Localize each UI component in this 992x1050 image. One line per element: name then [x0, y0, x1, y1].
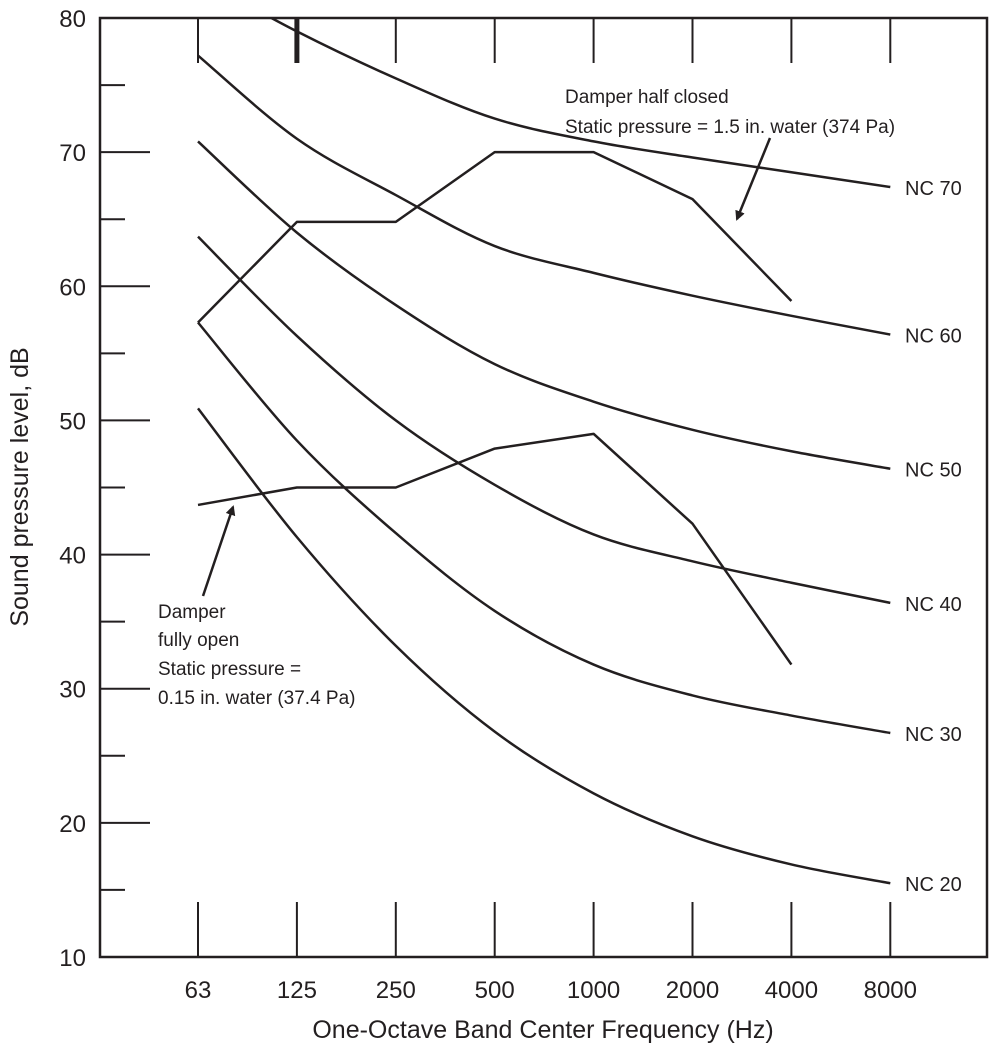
curve-nc-20 [197, 407, 891, 885]
curve-label-nc-70: NC 70 [905, 178, 962, 200]
annotation-fully-open-line1: Damper [158, 602, 226, 623]
curve-nc-70 [268, 18, 891, 189]
y-tick-label: 30 [59, 677, 86, 704]
x-tick-label: 63 [185, 977, 212, 1004]
x-tick-label: 4000 [765, 977, 818, 1004]
y-tick-label: 80 [59, 6, 86, 33]
arrow-half-closed [735, 137, 772, 221]
curve-nc-40 [197, 235, 891, 605]
y-tick-label: 70 [59, 140, 86, 167]
curve-label-nc-30: NC 30 [905, 724, 962, 746]
curve-label-nc-60: NC 60 [905, 326, 962, 348]
y-tick-label: 60 [59, 274, 86, 301]
annotation-fully-open-line3: Static pressure = [158, 659, 301, 680]
curve-label-nc-50: NC 50 [905, 460, 962, 482]
x-tick-label: 500 [475, 977, 515, 1004]
curve-nc-50 [197, 140, 891, 470]
annotation-half-closed-line2: Static pressure = 1.5 in. water (374 Pa) [565, 117, 895, 138]
x-tick-label: 1000 [567, 977, 620, 1004]
x-axis-label: One-Octave Band Center Frequency (Hz) [312, 1016, 773, 1044]
y-tick-label: 20 [59, 811, 86, 838]
annotation-half-closed: Damper half closed Static pressure = 1.5… [565, 87, 895, 221]
curve-nc-60 [197, 54, 891, 336]
annotation-fully-open-line2: fully open [158, 630, 239, 651]
x-tick-label: 8000 [864, 977, 917, 1004]
measured-damper-fully-open [197, 432, 793, 666]
curve-nc-30 [197, 321, 891, 735]
x-tick-label: 2000 [666, 977, 719, 1004]
arrow-fully-open [201, 505, 236, 597]
x-tick-label: 125 [277, 977, 317, 1004]
y-tick-label: 40 [59, 543, 86, 570]
annotation-fully-open-line4: 0.15 in. water (37.4 Pa) [158, 688, 356, 709]
y-tick-label: 10 [59, 945, 86, 972]
plot-frame [98, 16, 989, 959]
annotation-half-closed-line1: Damper half closed [565, 87, 729, 108]
y-axis-label: Sound pressure level, dB [6, 347, 34, 626]
measured-damper-half-closed [197, 150, 793, 324]
annotation-fully-open: Damper fully open Static pressure = 0.15… [158, 505, 356, 709]
curve-label-nc-20: NC 20 [905, 874, 962, 896]
curve-label-nc-40: NC 40 [905, 594, 962, 616]
x-tick-label: 250 [376, 977, 416, 1004]
y-tick-label: 50 [59, 408, 86, 435]
